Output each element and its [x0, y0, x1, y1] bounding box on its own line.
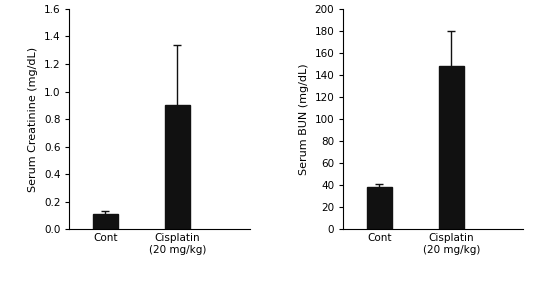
Y-axis label: Serum BUN (mg/dL): Serum BUN (mg/dL): [299, 63, 309, 175]
Bar: [93, 214, 118, 229]
Y-axis label: Serum Creatinine (mg/dL): Serum Creatinine (mg/dL): [28, 46, 38, 192]
Bar: [367, 188, 392, 229]
Bar: [438, 66, 464, 229]
Bar: [165, 105, 190, 229]
